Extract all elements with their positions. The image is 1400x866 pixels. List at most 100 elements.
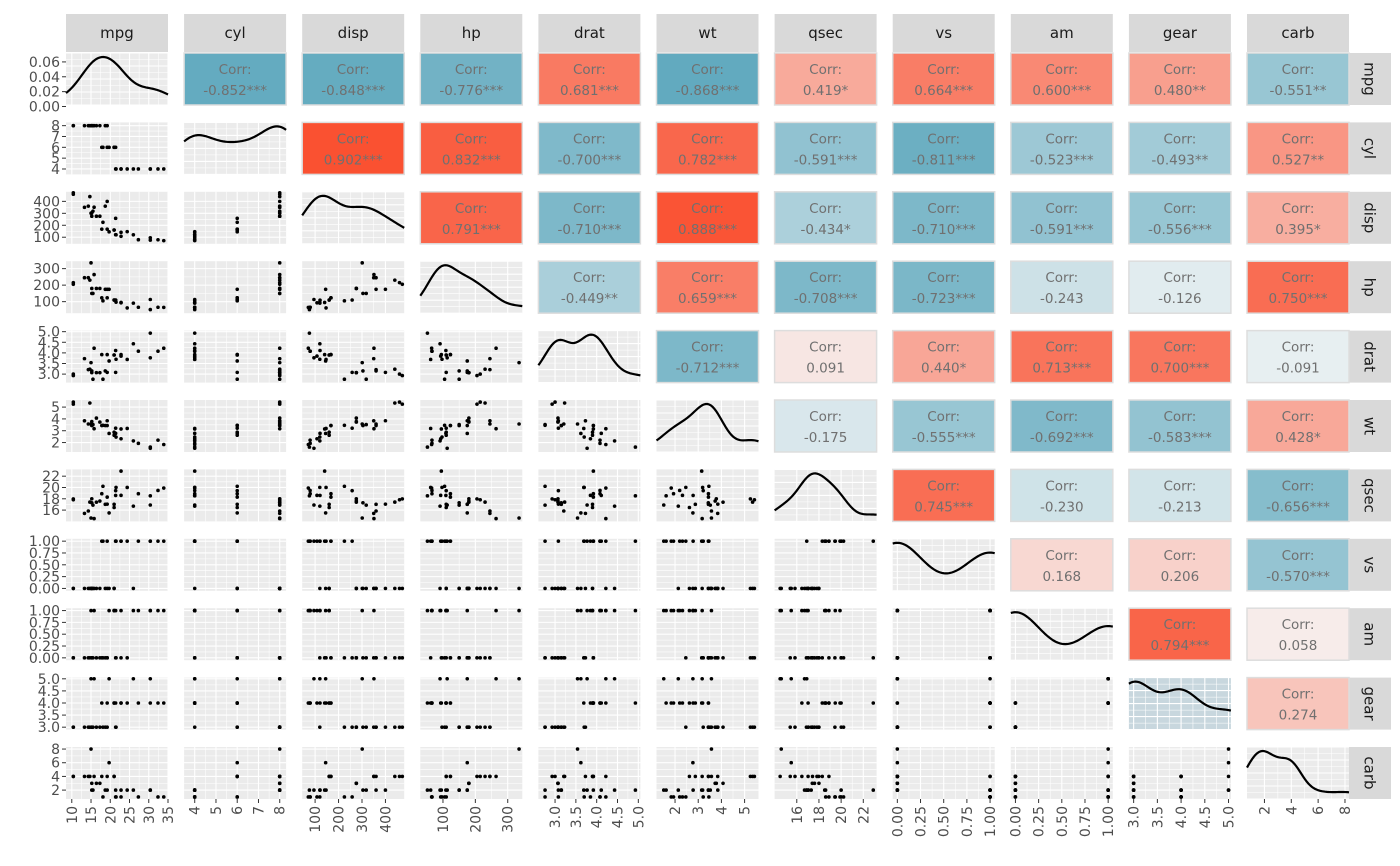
panel-carb-qsec bbox=[774, 747, 877, 799]
x-tick-label-am: 0.00 bbox=[1008, 806, 1024, 837]
corr-value-wt-vs: -0.555*** bbox=[912, 430, 976, 446]
corr-value-cyl-qsec: -0.591*** bbox=[794, 152, 858, 168]
panel-vs-am: Corr: 0.168 bbox=[1010, 538, 1114, 592]
corr-prefix: Corr: bbox=[691, 131, 724, 147]
corr-cell-disp-wt bbox=[655, 191, 760, 245]
scatter-point bbox=[318, 656, 322, 660]
row-strip-qsec bbox=[1348, 469, 1391, 522]
scatter-point bbox=[322, 300, 327, 305]
scatter-point bbox=[360, 747, 365, 751]
scatter-point bbox=[823, 788, 828, 792]
scatter-point bbox=[89, 496, 94, 501]
scatter-point bbox=[465, 359, 470, 363]
scatter-point bbox=[192, 439, 197, 443]
scatter-point bbox=[716, 788, 720, 792]
scatter-point bbox=[327, 608, 331, 613]
scatter-point bbox=[306, 486, 311, 490]
scatter-point bbox=[307, 331, 312, 335]
scatter-point bbox=[671, 795, 676, 799]
scatter-point bbox=[235, 608, 240, 613]
scatter-point bbox=[1013, 788, 1018, 792]
scatter-point bbox=[488, 656, 492, 660]
panel-am-disp bbox=[302, 608, 405, 661]
scatter-point bbox=[604, 539, 608, 543]
corr-value-qsec-gear: -0.213 bbox=[1158, 499, 1202, 515]
scatter-point bbox=[148, 494, 153, 498]
x-tick-label-vs: 0.75 bbox=[960, 806, 976, 837]
scatter-point bbox=[98, 656, 102, 660]
scatter-point bbox=[323, 608, 328, 613]
corr-prefix: Corr: bbox=[809, 62, 842, 78]
corr-cell-mpg-cyl bbox=[183, 52, 287, 106]
panel-wt-gear: Corr: -0.583*** bbox=[1128, 399, 1232, 453]
scatter-point bbox=[98, 725, 102, 729]
scatter-point bbox=[112, 774, 116, 779]
scatter-point bbox=[988, 701, 992, 705]
scatter-point bbox=[1106, 760, 1110, 765]
corr-prefix: Corr: bbox=[927, 62, 960, 78]
scatter-point bbox=[591, 427, 596, 431]
corr-prefix: Corr: bbox=[219, 62, 252, 78]
panel-qsec-carb: Corr: -0.656*** bbox=[1246, 468, 1350, 523]
panel-drat-vs: Corr: 0.440* bbox=[891, 329, 996, 384]
scatter-point bbox=[701, 795, 706, 799]
scatter-point bbox=[318, 608, 322, 613]
scatter-point bbox=[92, 677, 96, 681]
scatter-point bbox=[871, 701, 876, 705]
scatter-point bbox=[372, 586, 376, 591]
row-label-wt: wt bbox=[1361, 417, 1379, 435]
scatter-point bbox=[750, 586, 755, 591]
scatter-point bbox=[1131, 795, 1136, 799]
y-tick-label-vs: 1.00 bbox=[29, 534, 60, 550]
corr-cell-disp-carb bbox=[1246, 191, 1350, 245]
scatter-point bbox=[364, 788, 369, 792]
scatter-point bbox=[98, 420, 102, 424]
scatter-point bbox=[82, 275, 87, 280]
scatter-point bbox=[583, 511, 588, 516]
scatter-point bbox=[428, 788, 433, 792]
scatter-point bbox=[119, 493, 123, 498]
scatter-point bbox=[148, 297, 153, 302]
scatter-point bbox=[833, 795, 838, 799]
scatter-point bbox=[988, 795, 992, 799]
scatter-point bbox=[277, 502, 282, 506]
column-strip-cyl bbox=[184, 14, 287, 52]
scatter-point bbox=[329, 656, 333, 660]
scatter-point bbox=[315, 301, 319, 305]
scatter-point bbox=[361, 369, 365, 373]
corr-prefix: Corr: bbox=[809, 131, 842, 147]
scatter-point bbox=[82, 419, 87, 423]
scatter-point bbox=[192, 725, 197, 729]
panel-carb-mpg bbox=[66, 747, 169, 799]
scatter-point bbox=[192, 236, 197, 240]
density-curve-disp bbox=[301, 194, 405, 229]
scatter-point bbox=[99, 352, 104, 357]
scatter-point bbox=[136, 608, 141, 613]
scatter-point bbox=[604, 795, 608, 799]
panel-hp-vs: Corr: -0.723*** bbox=[891, 260, 996, 314]
scatter-point bbox=[235, 495, 240, 499]
scatter-point bbox=[556, 781, 560, 786]
scatter-point bbox=[701, 488, 706, 493]
column-label-disp: disp bbox=[338, 24, 369, 42]
scatter-point bbox=[590, 505, 595, 510]
scatter-point bbox=[1013, 781, 1018, 786]
corr-cell-drat-vs bbox=[891, 329, 996, 384]
scatter-point bbox=[677, 701, 682, 705]
scatter-point bbox=[136, 539, 141, 543]
y-tick-label-cyl: 5 bbox=[51, 151, 60, 167]
y-tick-label-disp: 200 bbox=[33, 218, 60, 234]
scatter-point bbox=[812, 781, 817, 786]
scatter-point bbox=[585, 539, 589, 543]
scatter-point bbox=[308, 441, 312, 446]
scatter-point bbox=[444, 488, 449, 493]
scatter-point bbox=[1106, 774, 1110, 779]
panel-drat-mpg bbox=[66, 330, 169, 383]
scatter-point bbox=[329, 701, 333, 705]
corr-cell-cyl-drat bbox=[537, 121, 642, 176]
scatter-point bbox=[307, 788, 312, 792]
scatter-point bbox=[383, 656, 388, 660]
row-strip-gear bbox=[1348, 677, 1391, 730]
scatter-point bbox=[575, 516, 580, 520]
scatter-point bbox=[709, 509, 714, 513]
